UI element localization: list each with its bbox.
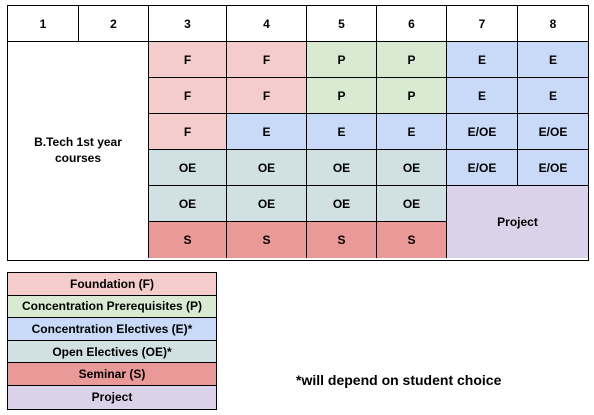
course-cell: E/OE	[518, 150, 588, 186]
course-cell: E/OE	[447, 114, 518, 150]
semester-header-7: 7	[447, 6, 518, 42]
course-cell: F	[149, 78, 227, 114]
course-cell: P	[307, 42, 377, 78]
course-cell: E	[447, 42, 518, 78]
course-cell: E/OE	[447, 150, 518, 186]
curriculum-grid: 1 2 3 4 5 6 7 8 B.Tech 1st year courses …	[7, 5, 589, 261]
semester-header-6: 6	[377, 6, 447, 42]
semester-header-5: 5	[307, 6, 377, 42]
course-cell: S	[149, 222, 227, 258]
course-cell: OE	[307, 186, 377, 222]
project-block: Project	[447, 186, 588, 258]
course-cell: P	[377, 42, 447, 78]
course-cell: S	[307, 222, 377, 258]
course-cell: S	[227, 222, 307, 258]
course-cell: OE	[227, 150, 307, 186]
legend-seminar: Seminar (S)	[8, 363, 216, 386]
course-cell: F	[227, 78, 307, 114]
course-cell: OE	[149, 186, 227, 222]
semester-header-2: 2	[79, 6, 149, 42]
course-cell: E	[377, 114, 447, 150]
course-cell: OE	[149, 150, 227, 186]
course-cell: P	[377, 78, 447, 114]
legend-electives: Concentration Electives (E)*	[8, 318, 216, 341]
legend-project: Project	[8, 385, 216, 409]
course-cell: E	[447, 78, 518, 114]
semester-header-8: 8	[518, 6, 588, 42]
course-cell: F	[149, 42, 227, 78]
footnote: *will depend on student choice	[296, 372, 502, 388]
semester-header-1: 1	[8, 6, 79, 42]
course-cell: E	[227, 114, 307, 150]
btech-first-year-block: B.Tech 1st year courses	[8, 42, 149, 258]
course-cell: F	[149, 114, 227, 150]
course-cell: OE	[307, 150, 377, 186]
course-cell: E/OE	[518, 114, 588, 150]
course-cell: E	[518, 78, 588, 114]
legend-prerequisites: Concentration Prerequisites (P)	[8, 295, 216, 319]
course-cell: OE	[377, 186, 447, 222]
semester-header-3: 3	[149, 6, 227, 42]
semester-header-4: 4	[227, 6, 307, 42]
course-cell: E	[307, 114, 377, 150]
legend: Foundation (F) Concentration Prerequisit…	[7, 272, 217, 410]
course-cell: F	[227, 42, 307, 78]
course-cell: P	[307, 78, 377, 114]
legend-open-electives: Open Electives (OE)*	[8, 340, 216, 364]
legend-foundation: Foundation (F)	[8, 273, 216, 296]
course-cell: S	[377, 222, 447, 258]
course-cell: E	[518, 42, 588, 78]
course-cell: OE	[227, 186, 307, 222]
course-cell: OE	[377, 150, 447, 186]
